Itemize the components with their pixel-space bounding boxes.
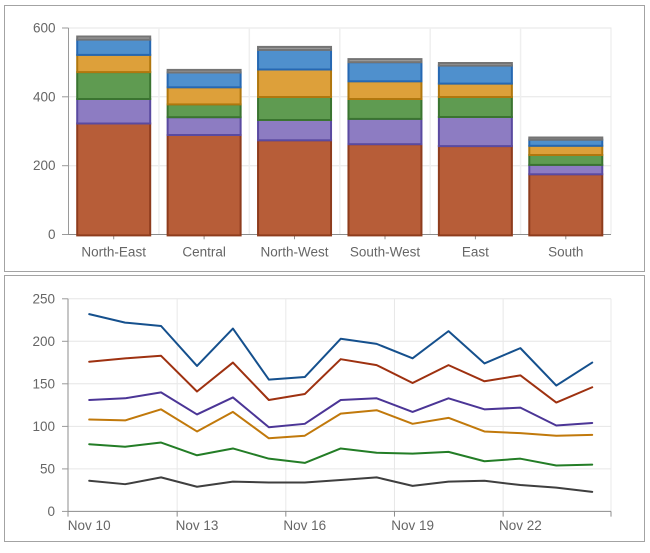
svg-text:North-East: North-East <box>81 245 146 260</box>
svg-text:South: South <box>548 245 583 260</box>
svg-text:Central: Central <box>182 245 226 260</box>
svg-text:Nov 22: Nov 22 <box>499 518 542 533</box>
svg-text:100: 100 <box>32 419 55 434</box>
svg-text:0: 0 <box>47 504 55 519</box>
svg-text:North-West: North-West <box>260 245 328 260</box>
svg-text:South-West: South-West <box>350 245 421 260</box>
svg-text:150: 150 <box>32 376 55 391</box>
svg-text:Nov 19: Nov 19 <box>391 518 434 533</box>
svg-text:0: 0 <box>48 227 56 242</box>
svg-text:Nov 16: Nov 16 <box>283 518 326 533</box>
svg-text:East: East <box>462 245 489 260</box>
svg-text:200: 200 <box>32 334 55 349</box>
svg-text:Nov 10: Nov 10 <box>68 518 111 533</box>
svg-text:250: 250 <box>32 291 55 306</box>
svg-text:Nov 13: Nov 13 <box>176 518 219 533</box>
svg-text:600: 600 <box>33 21 56 36</box>
svg-text:200: 200 <box>33 158 56 173</box>
svg-text:50: 50 <box>40 461 55 476</box>
svg-text:400: 400 <box>33 89 56 104</box>
